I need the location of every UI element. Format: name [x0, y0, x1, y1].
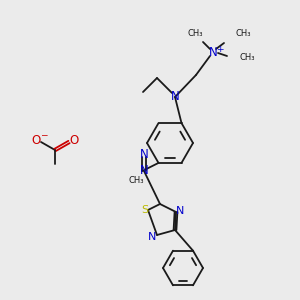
Text: N: N — [176, 206, 184, 216]
Text: CH₃: CH₃ — [235, 29, 250, 38]
Text: CH₃: CH₃ — [187, 29, 203, 38]
Text: S: S — [141, 205, 148, 215]
Text: N: N — [140, 164, 148, 178]
Text: CH₃: CH₃ — [240, 53, 256, 62]
Text: +: + — [216, 44, 224, 53]
Text: N: N — [148, 232, 156, 242]
Text: −: − — [40, 130, 48, 140]
Text: O: O — [69, 134, 79, 146]
Text: N: N — [208, 46, 217, 59]
Text: O: O — [32, 134, 40, 146]
Text: N: N — [171, 91, 179, 103]
Text: CH₃: CH₃ — [129, 176, 144, 185]
Text: N: N — [140, 148, 148, 161]
